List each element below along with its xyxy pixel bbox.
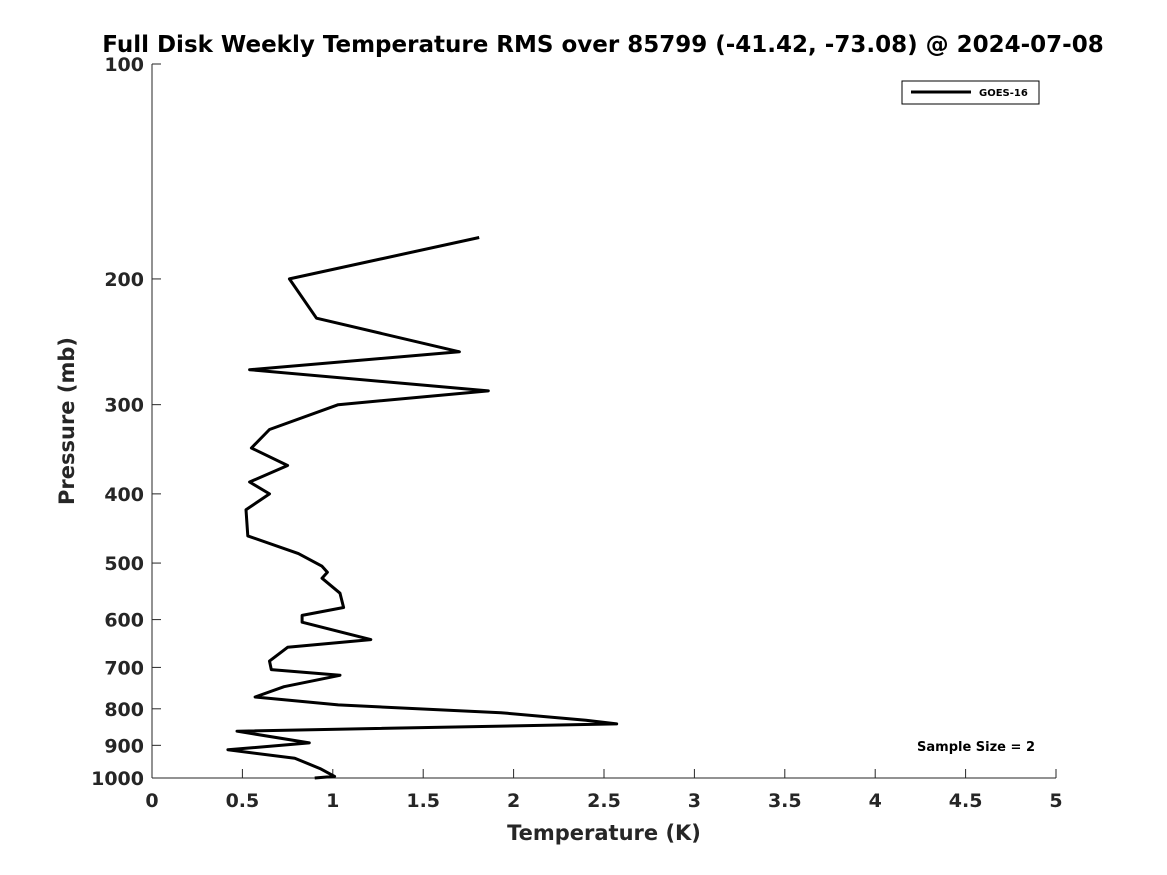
- x-tick-label: 4: [869, 790, 882, 812]
- y-tick-label: 100: [104, 54, 144, 76]
- y-tick-label: 500: [104, 553, 144, 575]
- y-axis-ticks: 100 200 300 400 500 600 700 800 900 1000: [91, 54, 161, 790]
- y-tick-label: 700: [104, 657, 144, 679]
- x-axis-label: Temperature (K): [507, 821, 701, 845]
- y-tick-label: 300: [104, 395, 144, 417]
- x-tick-label: 2.5: [587, 790, 621, 812]
- sample-size-annotation: Sample Size = 2: [917, 740, 1035, 755]
- legend: GOES-16: [901, 80, 1040, 105]
- chart-title: Full Disk Weekly Temperature RMS over 85…: [102, 32, 1104, 58]
- x-tick-label: 3.5: [768, 790, 802, 812]
- y-tick-label: 200: [104, 269, 144, 291]
- y-axis-label: Pressure (mb): [55, 337, 79, 505]
- x-axis-ticks: 0 0.5 1 1.5 2 2.5 3 3.5 4 4.5 5: [145, 769, 1063, 812]
- legend-label-goes-16: GOES-16: [979, 88, 1028, 99]
- x-tick-label: 0.5: [226, 790, 260, 812]
- x-tick-label: 1.5: [406, 790, 440, 812]
- y-tick-label: 600: [104, 610, 144, 632]
- y-tick-label: 1000: [91, 768, 144, 790]
- plot-area: [152, 64, 1056, 778]
- x-tick-label: 4.5: [949, 790, 983, 812]
- x-tick-label: 1: [326, 790, 339, 812]
- x-tick-label: 2: [507, 790, 520, 812]
- y-tick-label: 900: [104, 735, 144, 757]
- series-line-goes-16: [226, 236, 619, 780]
- y-tick-label: 400: [104, 484, 144, 506]
- y-tick-label: 800: [104, 699, 144, 721]
- x-tick-label: 3: [688, 790, 701, 812]
- x-tick-label: 0: [145, 790, 158, 812]
- x-tick-label: 5: [1049, 790, 1062, 812]
